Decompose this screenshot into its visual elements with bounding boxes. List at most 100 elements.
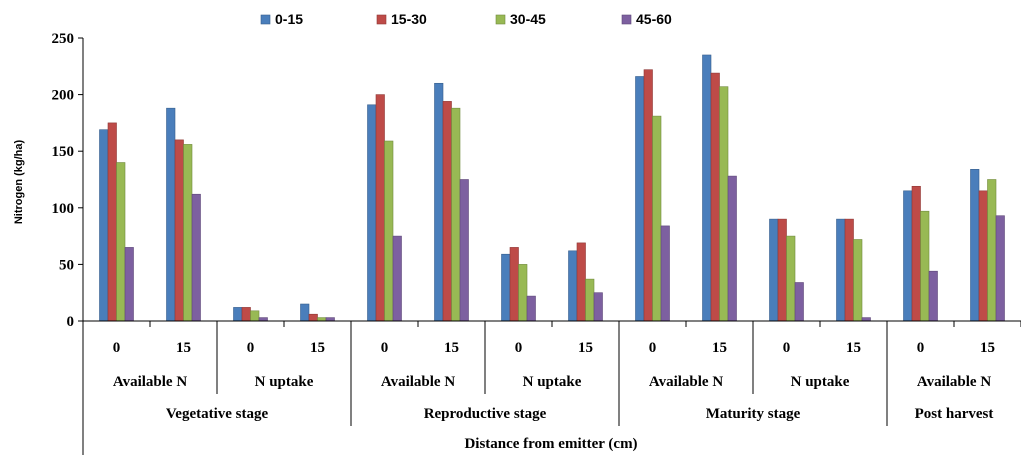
bar-30-45-1 (183, 144, 193, 322)
x-category-label: 15 (310, 340, 325, 356)
legend-swatch-15-30 (376, 14, 387, 25)
bar-15-30-1 (174, 139, 184, 322)
x-category-label: 15 (444, 340, 459, 356)
bar-0-15-4 (367, 104, 377, 322)
legend-swatch-0-15 (260, 14, 271, 25)
bar-15-30-12 (911, 185, 921, 322)
bar-30-45-12 (920, 210, 930, 322)
bar-15-30-5 (442, 101, 452, 322)
bar-30-45-11 (853, 239, 863, 322)
bar-45-60-8 (660, 225, 670, 322)
legend: 0-15 15-30 30-45 45-60 (260, 11, 672, 27)
legend-label: 0-15 (275, 11, 303, 27)
bar-15-30-0 (107, 122, 117, 322)
bar-30-45-3 (317, 317, 327, 322)
bar-15-30-3 (308, 313, 318, 322)
bar-45-60-5 (459, 179, 469, 322)
bar-0-15-1 (166, 107, 176, 322)
x-stage-label: Post harvest (915, 406, 994, 422)
bar-45-60-1 (191, 193, 201, 322)
x-category-label: 0 (113, 340, 121, 356)
x-stage-label: Vegetative stage (166, 406, 269, 422)
bar-0-15-13 (970, 169, 980, 322)
bar-45-60-4 (392, 235, 402, 322)
x-category-label: 15 (176, 340, 191, 356)
bar-15-30-10 (777, 218, 787, 322)
x-category-label: 0 (783, 340, 791, 356)
bar-30-45-9 (719, 86, 729, 322)
bar-15-30-4 (375, 94, 385, 322)
y-tick-label: 50 (59, 257, 74, 273)
bar-30-45-2 (250, 310, 260, 322)
x-category-label: 15 (578, 340, 593, 356)
x-stage-label: Maturity stage (706, 406, 801, 422)
bar-0-15-11 (836, 218, 846, 322)
bar-15-30-2 (241, 307, 251, 322)
x-group-label: N uptake (791, 374, 850, 390)
x-category-label: 0 (917, 340, 925, 356)
x-axis: 0 15 0 15 0 15 0 15 0 15 0 15 0 15 Available N N uptake… (82, 320, 1021, 455)
bars (99, 54, 1005, 322)
bar-45-60-2 (258, 317, 268, 322)
bar-30-45-0 (116, 162, 126, 322)
bar-0-15-7 (568, 250, 578, 322)
x-group-label: N uptake (255, 374, 314, 390)
bar-45-60-0 (124, 247, 134, 322)
bar-15-30-13 (978, 190, 988, 322)
bar-0-15-0 (99, 129, 109, 322)
x-category-label: 15 (846, 340, 861, 356)
y-tick-label: 150 (52, 144, 75, 160)
bar-30-45-7 (585, 278, 595, 322)
y-axis-title: Nitrogen (kg/ha) (13, 140, 25, 225)
bar-30-45-13 (987, 179, 997, 322)
x-axis-title: Distance from emitter (cm) (464, 436, 637, 452)
x-group-label: Available N (381, 374, 455, 390)
y-tick-label: 100 (52, 201, 75, 217)
legend-swatch-45-60 (621, 14, 632, 25)
x-category-label: 0 (247, 340, 255, 356)
bar-30-45-4 (384, 140, 394, 322)
x-category-label: 0 (515, 340, 523, 356)
bar-15-30-7 (576, 242, 586, 322)
y-tick-label: 200 (52, 88, 75, 104)
x-category-label: 0 (649, 340, 657, 356)
bar-0-15-5 (434, 82, 444, 322)
x-category-label: 15 (712, 340, 727, 356)
legend-label: 15-30 (391, 11, 427, 27)
bar-45-60-10 (794, 282, 804, 322)
y-tick-label: 250 (52, 31, 75, 47)
x-category-label: 15 (980, 340, 995, 356)
x-category-label: 0 (381, 340, 389, 356)
x-group-label: Available N (113, 374, 187, 390)
bar-0-15-12 (903, 190, 913, 322)
bar-30-45-8 (652, 115, 662, 322)
bar-45-60-9 (727, 175, 737, 322)
bar-15-30-6 (509, 247, 519, 322)
bar-30-45-5 (451, 107, 461, 322)
bar-0-15-3 (300, 303, 310, 322)
bar-0-15-2 (233, 307, 243, 322)
bar-15-30-8 (643, 69, 653, 322)
bar-0-15-6 (501, 253, 511, 322)
bar-45-60-3 (325, 317, 335, 322)
bar-30-45-10 (786, 235, 796, 322)
bar-30-45-6 (518, 264, 528, 322)
bar-0-15-8 (635, 76, 645, 322)
bar-0-15-9 (702, 54, 712, 322)
bar-45-60-12 (928, 270, 938, 322)
bar-15-30-9 (710, 72, 720, 322)
bar-15-30-11 (844, 218, 854, 322)
bar-45-60-11 (861, 317, 871, 322)
x-group-label: Available N (649, 374, 723, 390)
y-axis: 0 50 100 150 200 250 (52, 31, 84, 330)
x-stage-label: Reproductive stage (424, 406, 547, 422)
legend-label: 30-45 (510, 11, 546, 27)
x-group-label: Available N (917, 374, 991, 390)
bar-45-60-6 (526, 295, 536, 322)
x-group-label: N uptake (523, 374, 582, 390)
legend-label: 45-60 (636, 11, 672, 27)
legend-swatch-30-45 (495, 14, 506, 25)
bar-45-60-7 (593, 292, 603, 322)
y-tick-label: 0 (67, 314, 75, 330)
